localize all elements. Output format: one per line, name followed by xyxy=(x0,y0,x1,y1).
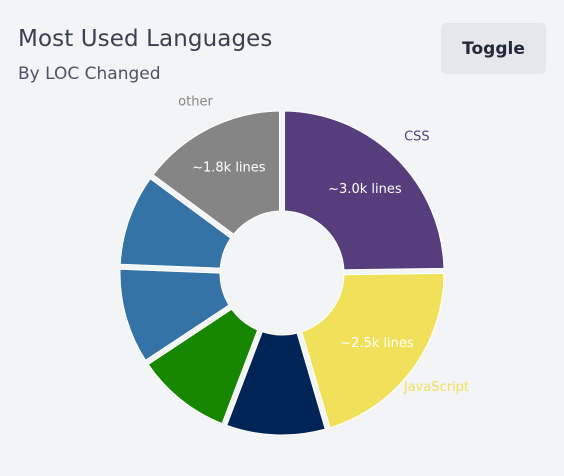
donut-slice-4[interactable] xyxy=(119,268,230,361)
slice-category-label: other xyxy=(178,95,213,110)
slice-value-label: ~2.5k lines xyxy=(340,336,414,351)
toggle-button[interactable]: Toggle xyxy=(441,23,546,74)
donut-slice-3[interactable] xyxy=(147,308,259,425)
slice-value-label: ~3.0k lines xyxy=(328,182,402,197)
slice-category-label: CSS xyxy=(404,129,430,144)
donut-slice-javascript[interactable] xyxy=(301,272,445,429)
card-subtitle: By LOC Changed xyxy=(18,64,161,84)
donut-slice-5[interactable] xyxy=(119,178,232,269)
slice-category-label: JavaScript xyxy=(403,380,469,395)
donut-slice-other[interactable] xyxy=(152,110,281,235)
donut-slice-2[interactable] xyxy=(226,331,326,436)
donut-slice-css[interactable] xyxy=(283,110,445,271)
slice-value-label: ~1.8k lines xyxy=(192,161,266,176)
card-title: Most Used Languages xyxy=(18,26,273,52)
